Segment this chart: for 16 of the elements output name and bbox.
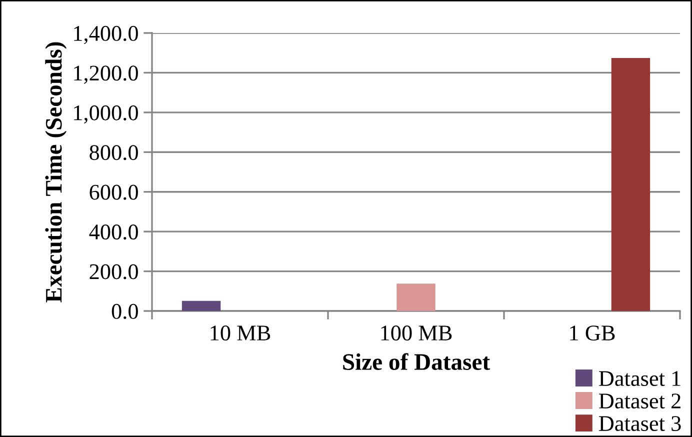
y-tick-label: 0.0 [112,304,138,320]
x-tick-label: 100 MB [381,326,452,341]
x-tick-label: 10 MB [210,326,270,341]
y-tick-label: 1,400.0 [74,26,138,44]
y-axis-title: Execution Time (Seconds) [45,42,67,302]
y-tick-label: 1,000.0 [74,105,138,124]
legend-label: Dataset 2 [599,394,680,409]
y-tick-label: 1,200.0 [74,66,138,84]
x-axis-title: Size of Dataset [343,353,490,370]
y-tick-label: 200.0 [90,264,138,280]
legend-label: Dataset 1 [599,371,680,386]
legend-label: Dataset 3 [599,416,681,432]
y-tick-label: 400.0 [89,224,138,240]
y-tick-label: 800.0 [90,145,138,160]
y-tick-label: 600.0 [90,184,138,200]
x-tick-label: 1 GB [570,326,615,341]
